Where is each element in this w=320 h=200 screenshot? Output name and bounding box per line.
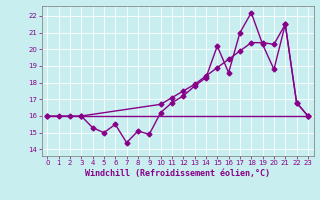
X-axis label: Windchill (Refroidissement éolien,°C): Windchill (Refroidissement éolien,°C) <box>85 169 270 178</box>
